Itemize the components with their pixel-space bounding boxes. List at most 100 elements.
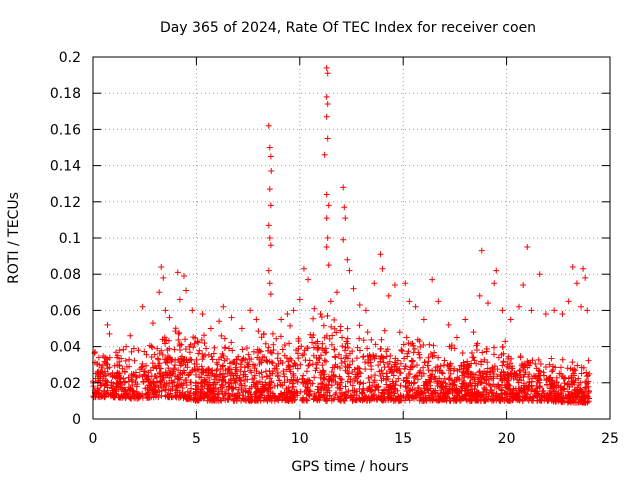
data-point: [321, 334, 328, 341]
data-point: [309, 334, 316, 341]
data-point: [498, 390, 505, 397]
y-tick-label: 0.08: [50, 267, 81, 283]
data-point: [342, 215, 349, 222]
data-point: [377, 251, 384, 258]
data-point: [469, 389, 476, 396]
data-point: [174, 269, 181, 276]
data-point: [580, 265, 587, 272]
data-point: [414, 376, 421, 383]
data-point: [384, 373, 391, 380]
y-axis-title: ROTI / TECUs: [6, 192, 22, 284]
data-point: [331, 346, 338, 353]
data-point: [472, 382, 479, 389]
data-point: [440, 389, 447, 396]
data-point: [323, 191, 330, 198]
data-point: [128, 348, 135, 355]
data-point: [245, 361, 252, 368]
data-point: [524, 244, 531, 251]
data-point: [123, 392, 130, 399]
data-point: [172, 357, 179, 364]
data-point: [194, 338, 201, 345]
data-point: [284, 311, 291, 318]
data-point: [216, 318, 223, 325]
data-point: [235, 353, 242, 360]
data-point: [266, 235, 273, 241]
data-point: [217, 365, 224, 372]
data-point: [535, 367, 542, 374]
data-point: [223, 386, 230, 393]
data-point: [575, 375, 582, 382]
data-point: [207, 325, 214, 332]
data-point: [516, 396, 523, 403]
data-point: [268, 168, 275, 175]
data-point: [410, 374, 417, 381]
data-point: [474, 391, 481, 398]
data-point: [182, 336, 189, 343]
data-point: [525, 383, 532, 390]
data-point: [504, 381, 511, 388]
data-point: [197, 393, 204, 400]
data-points: [90, 64, 593, 406]
data-point: [569, 359, 576, 366]
data-point: [132, 379, 139, 386]
data-point: [106, 354, 113, 361]
data-point: [338, 379, 345, 386]
data-point: [133, 383, 140, 390]
data-point: [228, 314, 235, 321]
data-point: [483, 396, 490, 403]
data-point: [104, 384, 111, 391]
data-point: [238, 325, 245, 332]
data-point: [360, 387, 367, 394]
data-point: [131, 357, 138, 364]
data-point: [149, 344, 156, 351]
data-point: [493, 383, 500, 390]
data-point: [231, 359, 238, 366]
data-point: [162, 340, 169, 347]
data-point: [123, 343, 130, 350]
data-point: [582, 399, 589, 406]
data-point: [210, 393, 217, 400]
data-point: [236, 391, 243, 398]
data-point: [222, 344, 229, 351]
data-point: [510, 391, 517, 398]
y-tick-label: 0.18: [50, 86, 81, 102]
data-point: [324, 235, 331, 241]
data-point: [156, 289, 163, 296]
data-point: [257, 391, 264, 398]
data-point: [199, 350, 206, 357]
data-point: [260, 330, 267, 337]
data-point: [356, 381, 363, 388]
data-point: [531, 373, 538, 380]
data-point: [548, 355, 555, 362]
data-point: [452, 396, 459, 403]
data-point: [528, 307, 535, 314]
data-point: [217, 397, 224, 404]
data-point: [143, 391, 150, 398]
data-point: [266, 280, 273, 287]
data-point: [540, 369, 547, 376]
x-tick-label: 20: [498, 431, 516, 447]
y-tick-label: 0.2: [59, 50, 81, 66]
data-point: [395, 375, 402, 382]
data-point: [339, 334, 346, 341]
data-point: [275, 360, 282, 367]
data-point: [536, 379, 543, 386]
data-point: [267, 242, 274, 249]
data-point: [305, 391, 312, 398]
data-point: [116, 378, 123, 385]
data-point: [556, 392, 563, 399]
data-point: [417, 343, 424, 350]
data-point: [405, 370, 412, 377]
data-point: [232, 377, 239, 384]
data-point: [279, 359, 286, 366]
data-point: [533, 382, 540, 389]
data-point: [249, 376, 256, 383]
data-point: [462, 316, 469, 323]
data-point: [559, 356, 566, 363]
x-tick-label: 5: [192, 431, 201, 447]
data-point: [207, 385, 214, 392]
data-point: [424, 362, 431, 369]
data-point: [500, 359, 507, 366]
data-point: [164, 391, 171, 398]
data-point: [229, 347, 236, 354]
